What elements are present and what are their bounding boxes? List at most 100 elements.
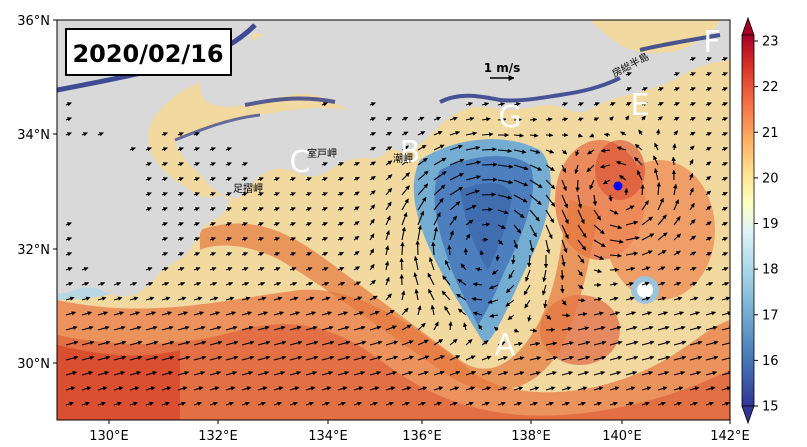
current-vector — [225, 401, 234, 406]
current-vector — [257, 281, 266, 287]
current-vector — [305, 177, 312, 182]
current-vector — [505, 299, 515, 307]
current-vector — [721, 147, 728, 152]
current-vector — [529, 179, 543, 189]
current-vector — [654, 142, 659, 151]
current-vector — [705, 340, 719, 346]
current-vector — [657, 232, 668, 241]
colorbar-max-cap — [741, 16, 755, 36]
current-vector — [603, 132, 611, 137]
current-vector — [513, 194, 528, 203]
current-vector — [545, 117, 553, 122]
current-vector — [497, 194, 513, 200]
current-vector — [353, 325, 366, 331]
current-vector — [593, 311, 604, 316]
current-vector — [273, 296, 283, 301]
current-vector — [641, 250, 653, 256]
current-vector — [177, 222, 184, 227]
current-vector — [321, 311, 333, 316]
current-vector — [257, 355, 271, 361]
current-vector — [721, 206, 728, 212]
current-vector — [481, 386, 492, 391]
current-vector — [625, 386, 636, 391]
current-vector — [513, 401, 522, 406]
current-vector — [385, 174, 393, 181]
current-vector — [609, 296, 619, 301]
current-vector — [689, 251, 697, 256]
current-vector — [577, 239, 587, 251]
current-vector — [608, 194, 613, 202]
current-vector — [625, 220, 639, 226]
current-vector — [689, 281, 698, 287]
current-vector — [65, 237, 72, 242]
current-vector — [289, 355, 303, 361]
current-vector — [257, 311, 269, 316]
colorbar-tick: 18 — [762, 263, 779, 278]
current-vector — [625, 281, 634, 287]
current-vector — [337, 177, 344, 182]
current-vector — [193, 325, 206, 331]
current-vector — [615, 160, 627, 166]
current-vector — [561, 239, 568, 254]
current-vector — [609, 282, 618, 287]
current-vector — [417, 157, 428, 166]
current-vector — [225, 370, 238, 376]
current-vector — [289, 401, 298, 406]
current-vector — [81, 386, 92, 391]
current-vector — [586, 164, 595, 173]
current-vector — [337, 386, 348, 391]
current-vector — [193, 177, 200, 182]
current-vector — [337, 281, 346, 286]
current-vector — [609, 355, 623, 361]
current-vector — [65, 355, 79, 361]
current-vector — [81, 355, 95, 361]
current-vector — [81, 296, 91, 301]
current-vector — [113, 370, 126, 376]
current-vector — [705, 221, 712, 226]
current-vector — [273, 281, 282, 287]
current-vector — [401, 355, 414, 361]
current-vector — [241, 401, 250, 406]
current-vector — [560, 284, 565, 294]
current-vector — [465, 204, 477, 211]
current-vector — [609, 340, 623, 346]
current-vector — [369, 204, 376, 211]
current-vector — [337, 251, 344, 257]
current-vector — [369, 175, 376, 181]
current-vector — [241, 162, 248, 167]
current-vector — [673, 250, 681, 256]
current-vector — [97, 370, 110, 376]
current-vector — [209, 386, 220, 391]
current-vector — [369, 190, 376, 196]
colorbar-tick: 21 — [762, 126, 779, 141]
current-vector — [415, 240, 420, 256]
current-vector — [577, 326, 590, 331]
current-vector — [513, 356, 525, 361]
current-vector — [289, 386, 300, 391]
current-vector — [321, 325, 334, 331]
current-vector — [673, 340, 687, 346]
current-vector — [433, 184, 446, 196]
current-vector — [457, 308, 467, 316]
current-vector — [657, 296, 667, 301]
current-vector — [593, 117, 599, 122]
current-vector — [209, 401, 218, 406]
current-vector — [353, 162, 360, 167]
current-vector — [81, 281, 90, 287]
current-vector — [385, 146, 393, 151]
current-vector — [97, 311, 109, 316]
current-vector — [401, 185, 410, 196]
current-vector — [193, 370, 206, 376]
current-vector — [577, 298, 586, 303]
current-vector — [545, 209, 555, 224]
current-vector — [369, 102, 376, 107]
current-vector — [641, 281, 650, 286]
current-vector — [305, 370, 318, 376]
current-vector — [705, 161, 712, 166]
current-vector — [417, 225, 422, 241]
scale-label: 1 m/s — [484, 61, 521, 75]
current-vector — [465, 219, 474, 226]
current-vector — [529, 239, 535, 253]
current-vector — [65, 102, 72, 107]
current-vector — [353, 220, 360, 226]
